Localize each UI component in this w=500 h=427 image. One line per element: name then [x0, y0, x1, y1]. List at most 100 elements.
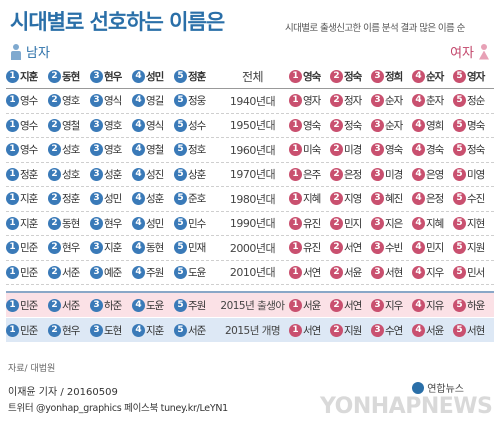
name-cell: 5 민재 — [174, 240, 216, 255]
name-cell: 1 지훈 — [6, 191, 48, 206]
era-label: 1970년대 — [229, 168, 276, 182]
rank-badge-icon: 4 — [412, 118, 425, 132]
rank-badge-icon: 3 — [90, 118, 103, 132]
girls-names: 1 영숙 2 정숙 3 순자 4 영희 5 명숙 — [289, 118, 494, 133]
rank-badge-icon: 2 — [330, 265, 343, 279]
rank-badge-icon: 5 — [174, 143, 187, 157]
name-cell: 1 미숙 — [289, 142, 330, 157]
name-cell: 2 정숙 — [330, 118, 371, 133]
name-cell: 1 지혜 — [289, 191, 330, 206]
name-cell: 2 민지 — [330, 216, 371, 231]
era-row: 1 영수 2 영철 3 영호 4 영식 5 성수 1950년대 1 영숙 2 정숙 3 순자 4 영희 5 명숙 — [6, 114, 494, 138]
rank-badge-icon: 4 — [412, 143, 425, 157]
overall-girls: 1 영숙 2 정숙 3 정희 4 순자 5 영자 — [289, 69, 494, 84]
rank-badge-icon: 2 — [48, 241, 61, 255]
overall-label: 전체 — [241, 69, 264, 84]
name-cell: 1 민준 — [6, 323, 48, 338]
rank-badge-icon: 3 — [90, 143, 103, 157]
rank-badge-icon: 3 — [371, 69, 384, 83]
name-cell: 3 순자 — [371, 118, 412, 133]
rank-badge-icon: 5 — [174, 323, 187, 337]
name-cell: 2 현우 — [48, 323, 90, 338]
girls-names: 1 미숙 2 미경 3 영숙 4 경숙 5 정숙 — [289, 142, 494, 157]
name-cell: 3 지훈 — [90, 240, 132, 255]
boys-names: 1 정훈 2 성호 3 성훈 4 성진 5 상훈 — [6, 167, 216, 182]
highlight-rows: 1 민준 2 서준 3 하준 4 도윤 5 주원 2015년 출생아 1 서윤 2 서연 3 지우 4 지유 5 하윤 1… — [6, 291, 494, 342]
rank-badge-icon: 1 — [6, 118, 19, 132]
name-cell: 4 경숙 — [412, 142, 453, 157]
rank-badge-icon: 2 — [330, 143, 343, 157]
female-person-icon — [478, 43, 490, 60]
rank-badge-icon: 5 — [174, 216, 187, 230]
boys-names: 1 민준 2 서준 3 예준 4 주원 5 도윤 — [6, 265, 216, 280]
name-cell: 1 정훈 — [6, 167, 48, 182]
yonhap-logo-icon — [412, 381, 425, 394]
rank-badge-icon: 4 — [412, 298, 425, 312]
overall-boys: 1 지훈 2 동현 3 현우 4 성민 5 정훈 — [6, 69, 216, 84]
name-cell: 3 지우 — [371, 298, 412, 313]
names-table: 1 지훈 2 동현 3 현우 4 성민 5 정훈 전체 1 영숙 2 정숙 3 정희 4 순자 5… — [6, 64, 494, 342]
name-cell: 2 동현 — [48, 216, 90, 231]
rank-badge-icon: 2 — [48, 94, 61, 108]
rank-badge-icon: 5 — [453, 143, 466, 157]
name-cell: 3 순자 — [371, 93, 412, 108]
name-cell: 2 성호 — [48, 142, 90, 157]
rank-badge-icon: 2 — [330, 69, 343, 83]
rank-badge-icon: 5 — [453, 323, 466, 337]
rank-badge-icon: 1 — [289, 143, 302, 157]
rank-badge-icon: 1 — [289, 216, 302, 230]
rank-badge-icon: 1 — [6, 69, 19, 83]
rank-badge-icon: 3 — [90, 94, 103, 108]
name-cell: 3 미경 — [371, 167, 412, 182]
credit-line: 이재윤 기자 / 20160509 — [8, 387, 118, 398]
name-cell: 1 영숙 — [289, 69, 330, 84]
era-label: 2015년 출생아 — [220, 299, 285, 312]
social-line: 트위터 @yonhap_graphics 페이스북 tuney.kr/LeYN1 — [8, 403, 228, 414]
name-cell: 5 수진 — [453, 191, 494, 206]
name-cell: 2 서윤 — [330, 265, 371, 280]
rank-badge-icon: 1 — [289, 241, 302, 255]
name-cell: 4 영식 — [132, 118, 174, 133]
watermark: YONHAPNEWS — [320, 394, 493, 419]
rank-badge-icon: 2 — [48, 143, 61, 157]
girls-names: 1 은주 2 은정 3 미경 4 은영 5 미영 — [289, 167, 494, 182]
name-cell: 4 지훈 — [132, 323, 174, 338]
rank-badge-icon: 1 — [289, 192, 302, 206]
rank-badge-icon: 3 — [90, 216, 103, 230]
rank-badge-icon: 3 — [371, 265, 384, 279]
rank-badge-icon: 1 — [6, 323, 19, 337]
rank-badge-icon: 3 — [371, 323, 384, 337]
rank-badge-icon: 1 — [289, 298, 302, 312]
rank-badge-icon: 4 — [132, 69, 145, 83]
rank-badge-icon: 4 — [132, 265, 145, 279]
era-row: 1 민준 2 현우 3 지훈 4 동현 5 민재 2000년대 1 유진 2 서연 3 수빈 4 민지 5 지원 — [6, 236, 494, 261]
name-cell: 2 미경 — [330, 142, 371, 157]
rank-badge-icon: 3 — [371, 143, 384, 157]
rank-badge-icon: 5 — [453, 241, 466, 255]
rank-badge-icon: 2 — [48, 216, 61, 230]
name-cell: 1 민준 — [6, 265, 48, 280]
rank-badge-icon: 3 — [90, 192, 103, 206]
name-cell: 5 도윤 — [174, 265, 216, 280]
name-cell: 3 영호 — [90, 118, 132, 133]
name-cell: 3 수빈 — [371, 240, 412, 255]
rank-badge-icon: 5 — [453, 192, 466, 206]
rank-badge-icon: 2 — [330, 118, 343, 132]
rank-badge-icon: 3 — [371, 192, 384, 206]
name-cell: 2 서준 — [48, 298, 90, 313]
rank-badge-icon: 1 — [289, 69, 302, 83]
rank-badge-icon: 3 — [90, 323, 103, 337]
era-row: 1 영수 2 성호 3 영호 4 영철 5 정호 1960년대 1 미숙 2 미경 3 영숙 4 경숙 5 정숙 — [6, 138, 494, 163]
name-cell: 4 동현 — [132, 240, 174, 255]
rank-badge-icon: 4 — [132, 167, 145, 181]
name-cell: 1 영수 — [6, 142, 48, 157]
rank-badge-icon: 5 — [174, 298, 187, 312]
rank-badge-icon: 5 — [453, 69, 466, 83]
name-cell: 3 서현 — [371, 265, 412, 280]
name-cell: 5 정호 — [174, 142, 216, 157]
name-cell: 3 현우 — [90, 216, 132, 231]
name-cell: 4 은영 — [412, 167, 453, 182]
name-cell: 4 영철 — [132, 142, 174, 157]
name-cell: 4 은정 — [412, 191, 453, 206]
boys-names: 1 지훈 2 정훈 3 성민 4 성훈 5 준호 — [6, 191, 216, 206]
